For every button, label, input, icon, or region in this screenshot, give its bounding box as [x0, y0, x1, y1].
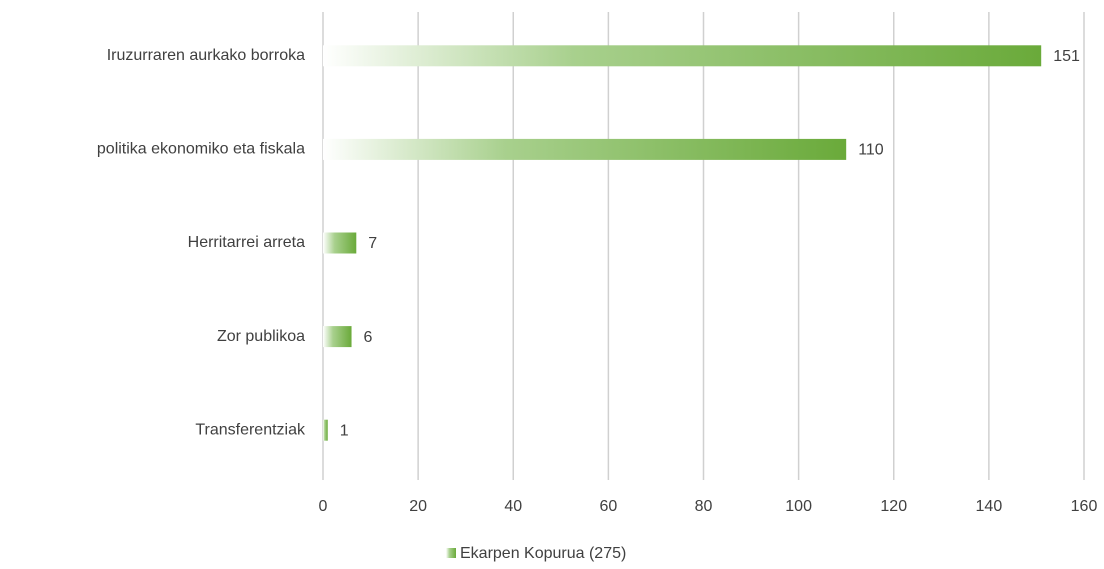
x-tick-label: 160 — [1071, 498, 1098, 515]
y-tick-label: Transferentziak — [195, 421, 306, 438]
bar — [323, 326, 352, 348]
y-tick-label: Herritarrei arreta — [188, 234, 305, 251]
data-label: 7 — [368, 235, 377, 252]
x-tick-label: 20 — [409, 498, 427, 515]
x-tick-label: 0 — [319, 498, 328, 515]
y-tick-label: Iruzurraren aurkako borroka — [107, 47, 305, 64]
data-label: 151 — [1053, 48, 1080, 65]
x-tick-label: 100 — [785, 498, 812, 515]
x-tick-label: 140 — [976, 498, 1003, 515]
grid — [322, 12, 1085, 480]
legend-swatch — [446, 548, 456, 558]
x-tick-label: 40 — [504, 498, 522, 515]
x-tick-label: 80 — [695, 498, 713, 515]
bar — [323, 232, 357, 254]
data-label: 110 — [858, 142, 884, 159]
x-tick-label: 60 — [599, 498, 617, 515]
bars — [323, 45, 1042, 441]
data-label: 1 — [340, 422, 349, 439]
x-tick-label: 120 — [880, 498, 907, 515]
bar — [323, 419, 328, 441]
bar — [323, 138, 847, 160]
legend-label: Ekarpen Kopurua (275) — [460, 545, 626, 562]
y-tick-label: politika ekonomiko eta fiskala — [97, 141, 305, 158]
y-tick-label: Zor publikoa — [217, 328, 305, 345]
data-label: 6 — [364, 329, 373, 346]
bar — [323, 45, 1042, 67]
